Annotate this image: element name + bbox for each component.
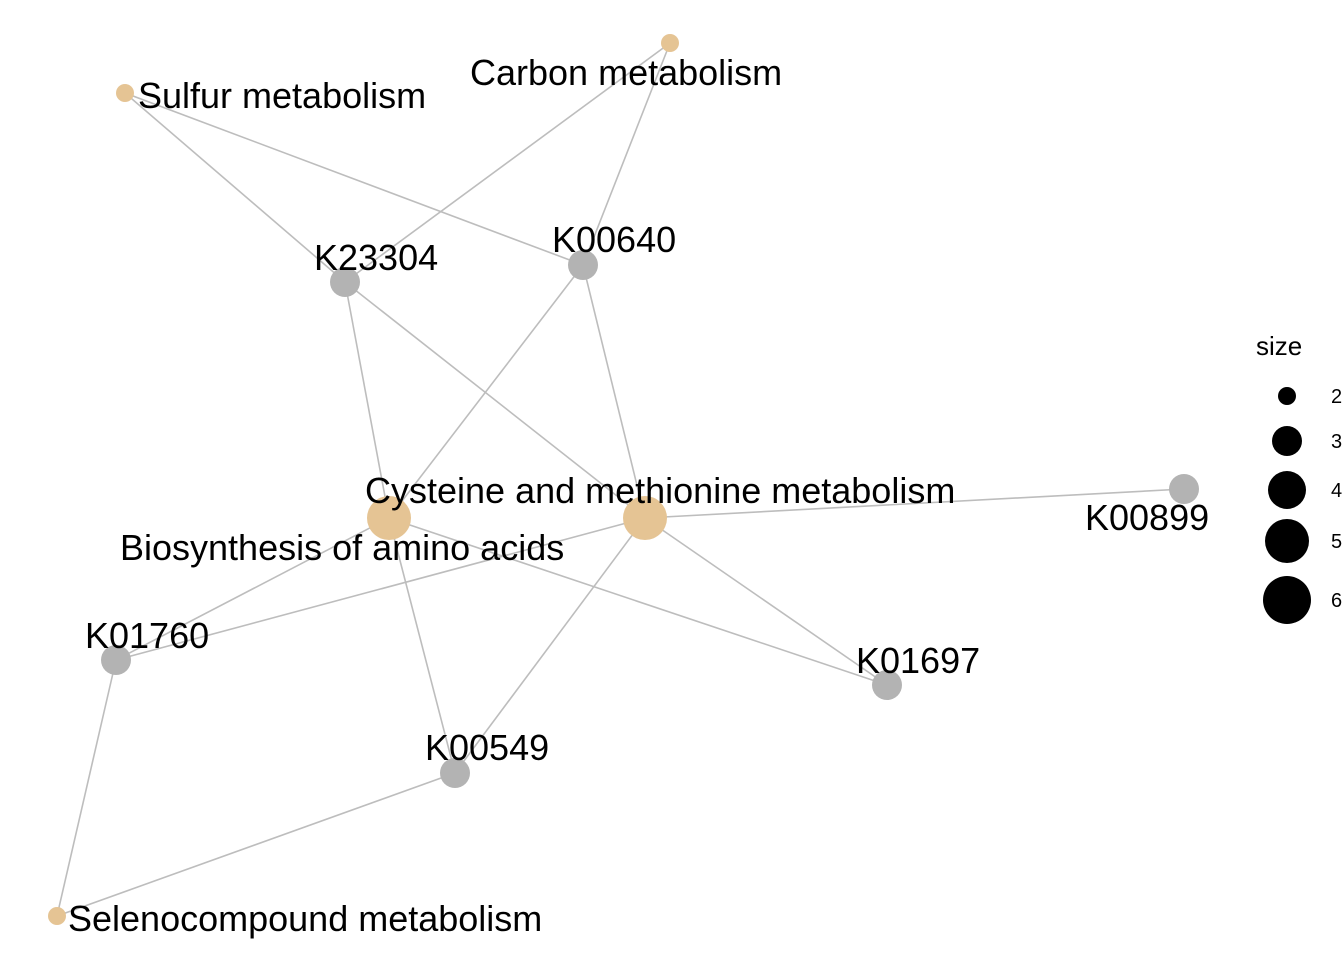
legend-size-4-marker bbox=[1268, 471, 1306, 509]
edge-biosyn-k01760 bbox=[115, 517, 390, 661]
edge-sulfur-k23304 bbox=[124, 92, 346, 283]
node-cysmet bbox=[623, 496, 667, 540]
node-label-biosyn: Biosynthesis of amino acids bbox=[120, 527, 564, 568]
node-seleno bbox=[48, 907, 66, 925]
legend-size-5-label: 5 bbox=[1331, 531, 1342, 553]
size-legend: size 2 3 4 5 6 bbox=[1256, 331, 1342, 624]
legend-size-2-marker bbox=[1278, 387, 1296, 405]
edge-k23304-biosyn bbox=[344, 281, 390, 519]
legend-size-4-label: 4 bbox=[1331, 480, 1342, 502]
edge-k00549-seleno bbox=[56, 772, 456, 917]
node-label-k00899: K00899 bbox=[1085, 497, 1209, 538]
labels-layer: Sulfur metabolism Carbon metabolism Cystei… bbox=[68, 52, 1209, 939]
node-k23304 bbox=[330, 267, 360, 297]
node-label-k01697: K01697 bbox=[856, 640, 980, 681]
edge-k00899-cysmet bbox=[644, 488, 1185, 519]
node-biosyn bbox=[367, 496, 411, 540]
node-label-sulfur: Sulfur metabolism bbox=[138, 75, 426, 116]
edge-k23304-cysmet bbox=[344, 281, 646, 519]
edge-k00640-biosyn bbox=[388, 264, 584, 519]
edge-cysmet-k01697 bbox=[644, 517, 888, 686]
edge-cysmet-k01760 bbox=[115, 517, 646, 661]
node-label-k01760: K01760 bbox=[85, 615, 209, 656]
node-label-seleno: Selenocompound metabolism bbox=[68, 898, 542, 939]
legend-size-3-marker bbox=[1272, 426, 1302, 456]
node-k00640 bbox=[568, 250, 598, 280]
node-k00899 bbox=[1169, 474, 1199, 504]
node-label-k00640: K00640 bbox=[552, 219, 676, 260]
node-k00549 bbox=[440, 758, 470, 788]
node-label-carbon: Carbon metabolism bbox=[470, 52, 782, 93]
legend-title: size bbox=[1256, 331, 1302, 361]
node-carbon bbox=[661, 34, 679, 52]
legend-size-6-marker bbox=[1263, 576, 1311, 624]
node-label-cysmet: Cysteine and methionine metabolism bbox=[365, 470, 955, 511]
node-label-k00549: K00549 bbox=[425, 727, 549, 768]
nodes-layer bbox=[48, 34, 1199, 925]
legend-size-3-label: 3 bbox=[1331, 431, 1342, 453]
legend-size-5-marker bbox=[1265, 519, 1309, 563]
edge-carbon-k00640 bbox=[582, 42, 671, 266]
edge-cysmet-k00549 bbox=[454, 517, 646, 774]
edge-sulfur-k00640 bbox=[124, 92, 584, 266]
legend-size-2-label: 2 bbox=[1331, 386, 1342, 408]
edge-biosyn-k00549 bbox=[388, 517, 456, 774]
legend-size-6-label: 6 bbox=[1331, 590, 1342, 612]
edge-biosyn-k01697 bbox=[388, 517, 888, 686]
edge-carbon-k23304 bbox=[344, 42, 671, 283]
legend-items: 2 3 4 5 6 bbox=[1263, 386, 1342, 624]
node-k01697 bbox=[872, 670, 902, 700]
node-sulfur bbox=[116, 84, 134, 102]
edge-k00640-cysmet bbox=[582, 264, 646, 519]
edges-layer bbox=[56, 42, 1185, 917]
node-label-k23304: K23304 bbox=[314, 237, 438, 278]
node-k01760 bbox=[101, 645, 131, 675]
edge-k01760-seleno bbox=[56, 659, 117, 917]
